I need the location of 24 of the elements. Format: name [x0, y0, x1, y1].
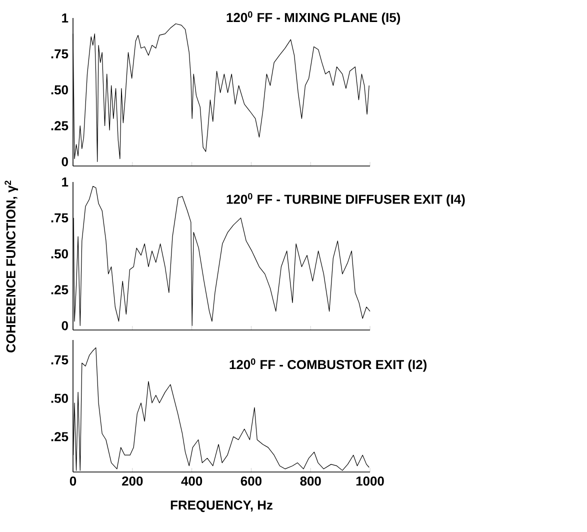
- text: 120$^{0}$ FF - COMBUSTOR EXIT (I2): [230, 358, 427, 372]
- y-tick-label: .50: [51, 394, 68, 403]
- x-tick-label: 600: [240, 476, 262, 486]
- y-tick-label: .75: [51, 213, 68, 222]
- y-tick-label: 0: [62, 321, 68, 330]
- y-tick-label: 1: [62, 178, 68, 186]
- chart-title: 120$^{0}$ FF - MIXING PLANE (I5): [226, 11, 400, 25]
- y-tick-label: .50: [51, 85, 68, 94]
- x-tick-label: 0: [70, 476, 76, 486]
- x-tick-label: 400: [181, 476, 202, 486]
- x-tick-label: 200: [122, 476, 143, 486]
- y-tick-label: 1: [62, 14, 68, 22]
- x-tick-label: 1000: [356, 476, 384, 486]
- y-tick-label: .25: [51, 432, 68, 442]
- y-tick-label: .25: [51, 121, 68, 130]
- y-tick-label: .50: [51, 249, 68, 258]
- x-axis-title: FREQUENCY, Hz: [170, 500, 272, 512]
- y-axis-title: COHERENCE FUNCTION, γ$^{2}$: [4, 180, 18, 352]
- y-tick-label: .75: [51, 355, 68, 364]
- x-tick-label: 800: [300, 476, 321, 486]
- y-tick-label: 0: [62, 157, 68, 166]
- y-tick-label: .25: [51, 285, 68, 294]
- text: 120$^{0}$ FF - TURBINE DIFFUSER EXIT (I4): [226, 193, 465, 206]
- y-tick-label: .75: [51, 49, 68, 58]
